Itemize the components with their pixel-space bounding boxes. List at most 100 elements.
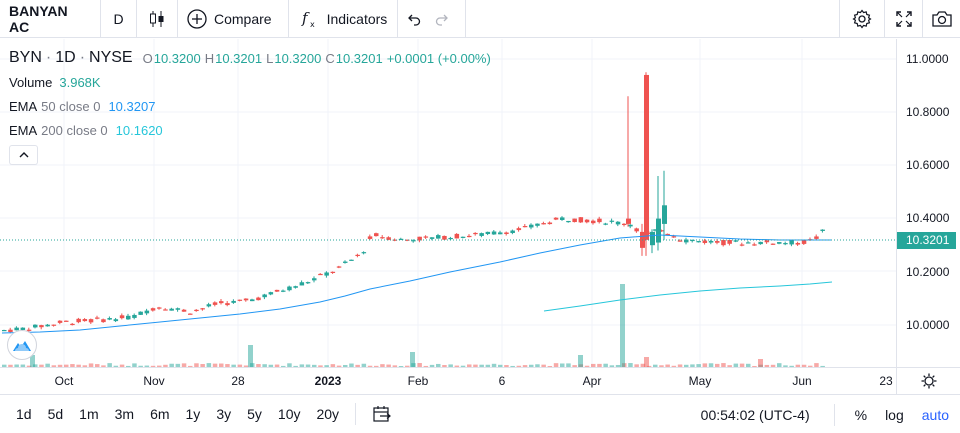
range-10y-button[interactable]: 10y (277, 406, 301, 422)
candle-body (690, 239, 695, 242)
volume-bar (268, 364, 274, 367)
legend-title[interactable]: BYN · 1D · NYSE (9, 49, 133, 67)
range-3y-button[interactable]: 3y (216, 406, 232, 422)
legend-separator: · (45, 49, 52, 66)
axis-settings-button[interactable] (896, 367, 960, 394)
volume-bar (410, 352, 415, 367)
time-tick: 23 (879, 374, 893, 388)
range-6m-button[interactable]: 6m (150, 406, 170, 422)
chart-pane[interactable] (0, 39, 896, 367)
range-20y-button[interactable]: 20y (316, 406, 340, 422)
volume-bar (380, 364, 385, 367)
candle-body (305, 282, 311, 284)
candle-body (584, 219, 590, 223)
change-value: +0.0001 (+0.00%) (386, 50, 491, 66)
candle-body (560, 217, 565, 220)
volume-bar (70, 364, 75, 367)
high-label: H (204, 50, 215, 66)
candle-body (659, 230, 664, 232)
volume-value: 3.968K (59, 74, 101, 90)
candle-body (417, 236, 422, 241)
undo-icon[interactable] (407, 12, 421, 26)
legend-volume-row[interactable]: Volume 3.968K (9, 70, 495, 94)
go-to-date-button[interactable] (364, 395, 400, 433)
volume-bar (423, 365, 429, 367)
volume-bar (479, 364, 484, 367)
candle-body (758, 241, 763, 245)
compare-button[interactable]: Compare (178, 0, 289, 38)
range-3m-button[interactable]: 3m (114, 406, 135, 422)
volume-bar (485, 364, 491, 367)
clock[interactable]: 00:54:02 (UTC-4) (700, 406, 810, 423)
indicators-button[interactable]: f x Indicators (289, 0, 399, 38)
volume-bar (200, 364, 205, 367)
auto-toggle[interactable]: auto (921, 406, 949, 423)
candle-body (467, 235, 472, 238)
redo-icon[interactable] (435, 12, 449, 26)
chart-type-button[interactable] (137, 0, 178, 38)
time-axis[interactable]: Oct Nov 28 2023 Feb 6 Apr May Jun 23 (0, 367, 896, 394)
legend-ema200-row[interactable]: EMA 200 close 0 10.1620 (9, 118, 495, 142)
volume-bar (95, 364, 100, 367)
divider (833, 403, 835, 426)
candle-body (529, 224, 534, 228)
candle-body (423, 236, 429, 238)
volume-bar (603, 363, 608, 367)
symbol-search-button[interactable]: BANYAN AC (0, 0, 101, 38)
volume-bar (107, 363, 112, 367)
legend-collapse-button[interactable] (9, 145, 38, 165)
range-1m-button[interactable]: 1m (79, 406, 99, 422)
candle-body (460, 236, 466, 238)
candle-body (615, 221, 621, 225)
volume-bar (653, 364, 658, 367)
candle-body (95, 317, 100, 319)
candle-body (535, 223, 540, 226)
volume-bar (702, 363, 708, 367)
volume-bar (225, 364, 230, 367)
volume-bar (801, 364, 807, 367)
candle-body (45, 324, 50, 327)
candle-body (541, 223, 546, 225)
volume-bar (721, 363, 726, 367)
price-axis[interactable]: 11.0000 10.8000 10.6000 10.4000 10.2000 … (896, 39, 960, 367)
range-1d-button[interactable]: 1d (16, 406, 32, 422)
volume-bar (541, 364, 546, 367)
price-tick: 11.0000 (906, 52, 949, 66)
fullscreen-button[interactable] (884, 0, 922, 38)
interval-button[interactable]: D (101, 0, 137, 38)
toolbar-right-group (839, 0, 960, 38)
range-5y-button[interactable]: 5y (247, 406, 262, 422)
volume-bar (498, 364, 503, 367)
percent-toggle[interactable]: % (854, 406, 868, 423)
volume-bar (132, 363, 137, 367)
candle-body (702, 240, 708, 244)
volume-bar (715, 363, 720, 367)
log-toggle[interactable]: log (885, 406, 904, 423)
candle-body (150, 308, 156, 311)
candle-body (677, 240, 683, 242)
candle-body (343, 261, 348, 263)
candle-body (256, 297, 261, 301)
volume-bar (665, 364, 670, 367)
screenshot-button[interactable] (922, 0, 960, 38)
volume-bar (777, 363, 782, 367)
settings-button[interactable] (839, 0, 884, 38)
legend-ema50-row[interactable]: EMA 50 close 0 10.3207 (9, 94, 495, 118)
candle-body (262, 294, 267, 298)
volume-bar (248, 345, 253, 367)
volume-bar (522, 365, 528, 367)
brand-logo[interactable] (7, 330, 37, 360)
close-label: C (325, 50, 335, 66)
volume-bar (336, 365, 342, 367)
candle-body (132, 314, 137, 318)
candle-body (696, 241, 701, 243)
volume-bar (318, 365, 323, 367)
candle-body (429, 237, 435, 239)
candle-body (8, 329, 13, 332)
range-5d-button[interactable]: 5d (47, 406, 64, 422)
volume-bar (51, 365, 57, 367)
price-chart[interactable] (0, 39, 896, 367)
candle-body (708, 240, 714, 243)
range-1y-button[interactable]: 1y (185, 406, 201, 422)
volume-bar (591, 363, 596, 367)
